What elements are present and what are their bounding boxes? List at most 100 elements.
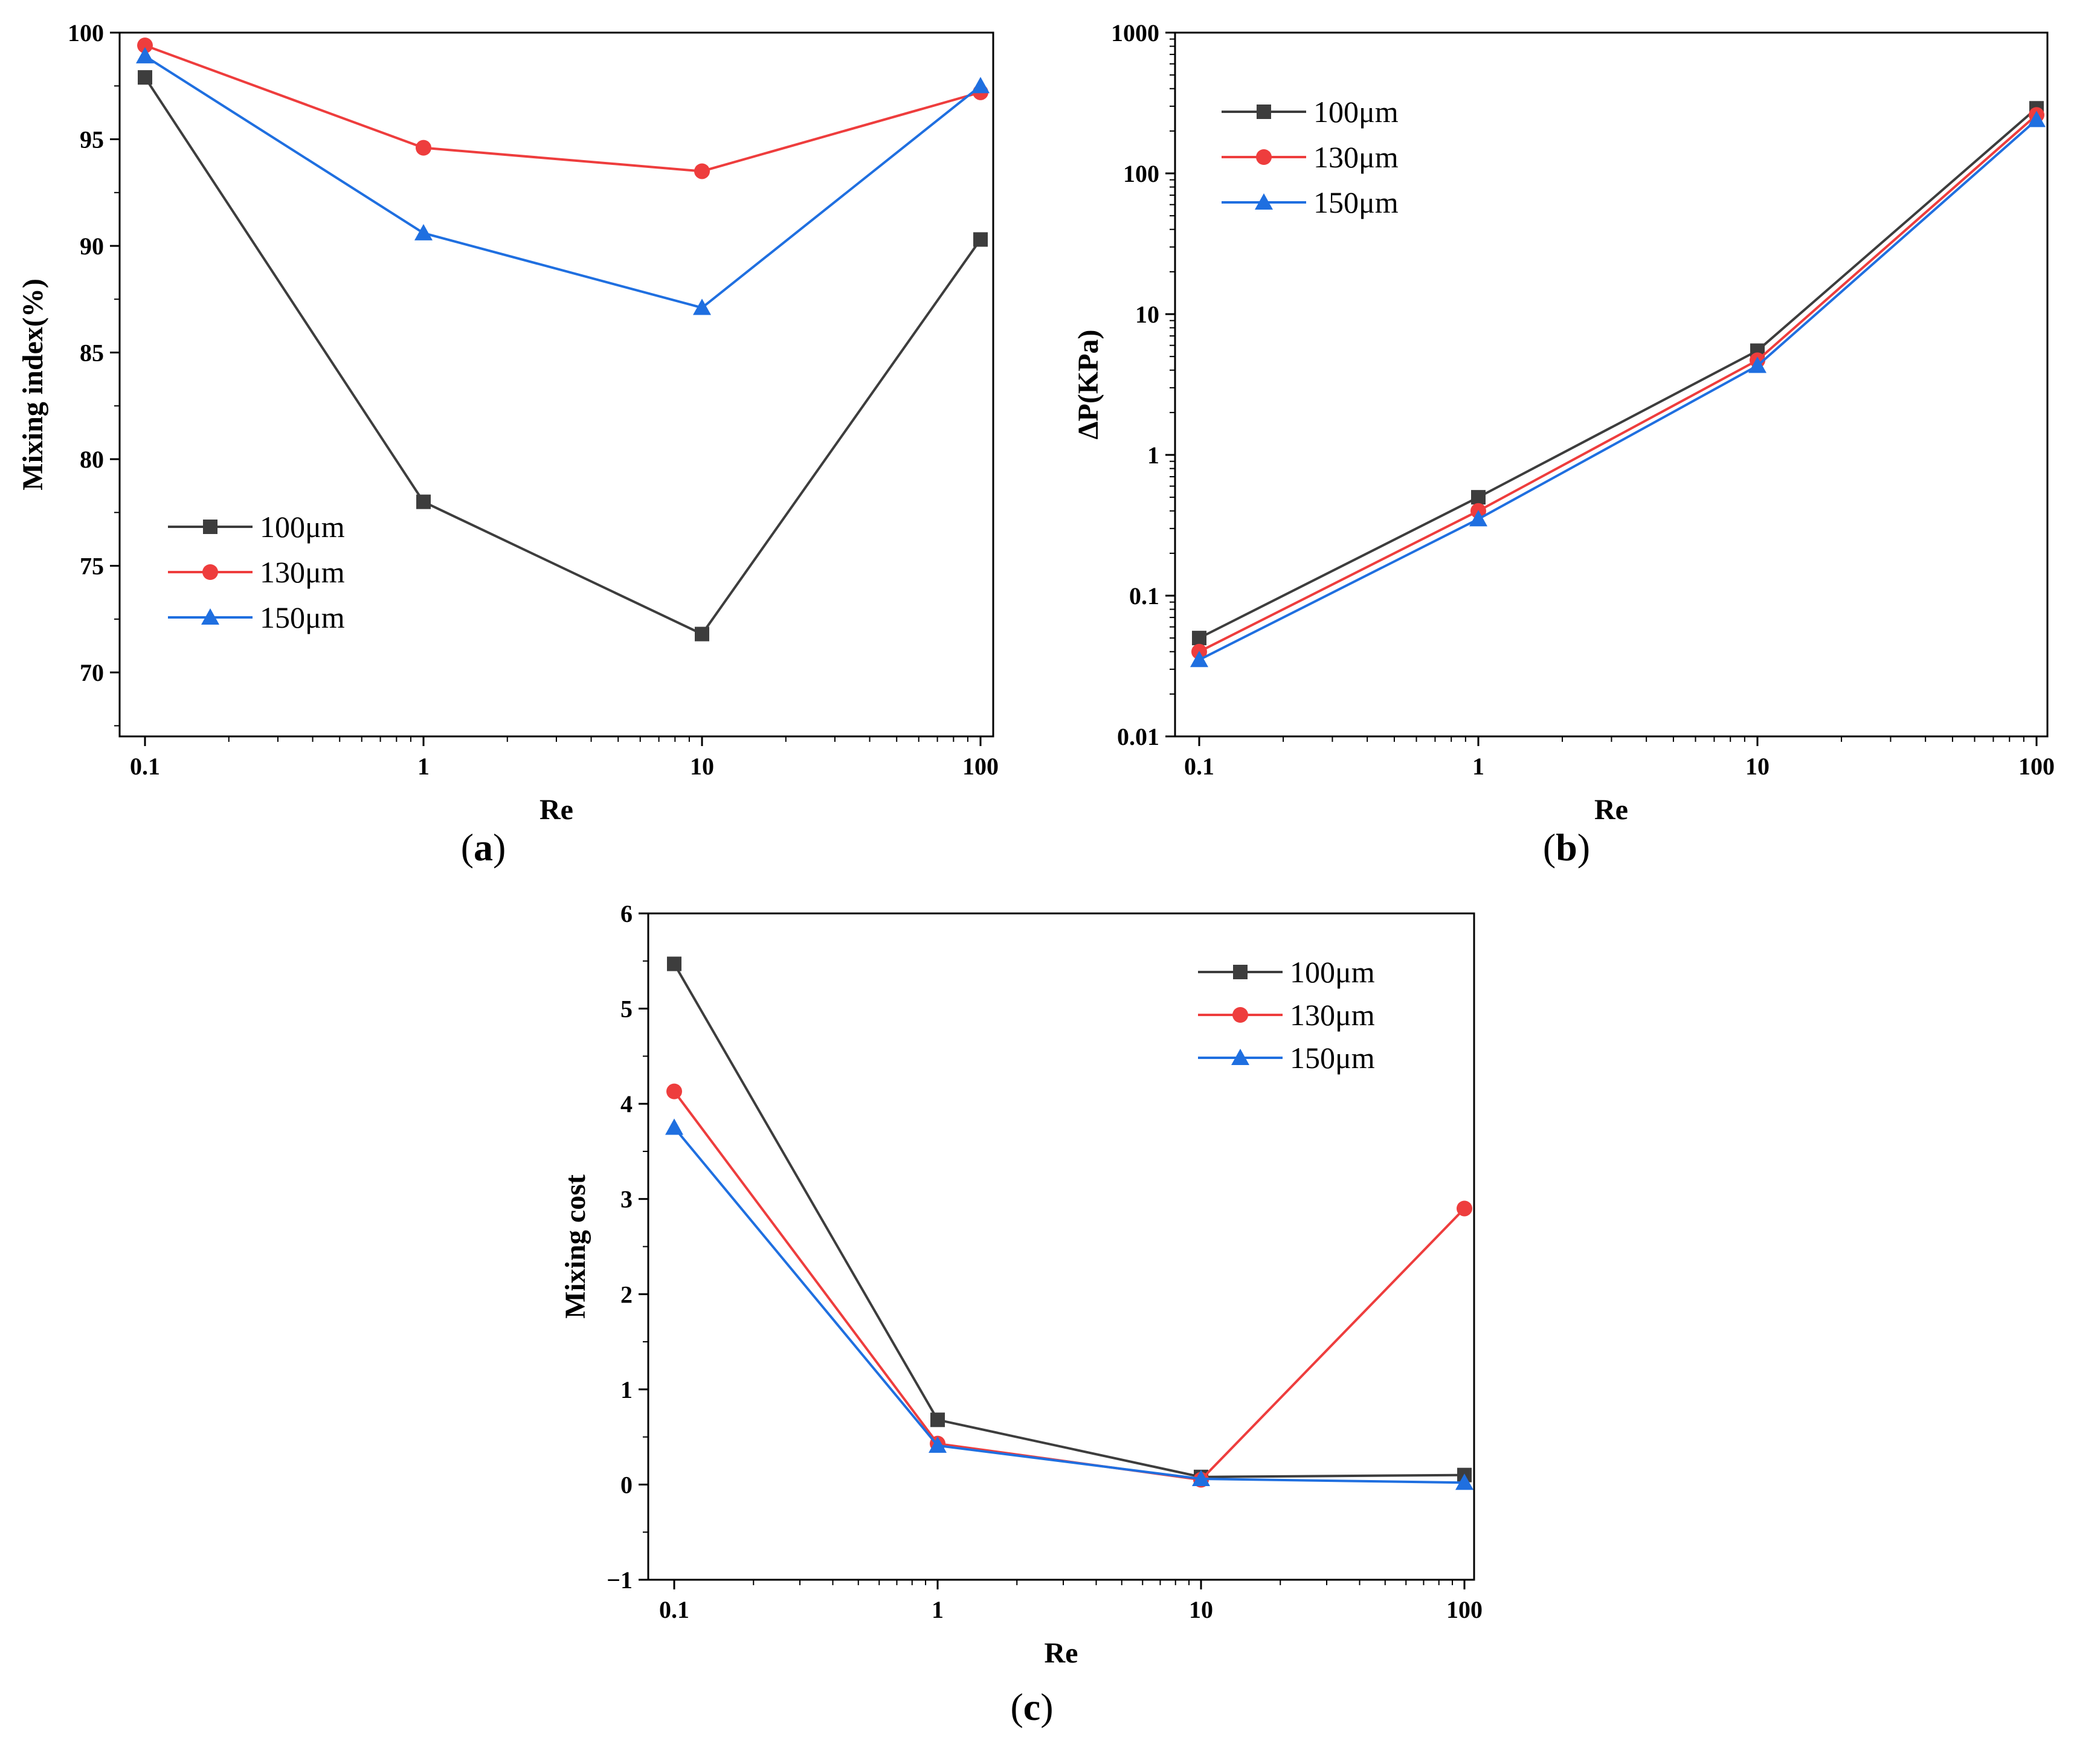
panel-label-close: ) (1040, 1685, 1053, 1728)
panel-label-close: ) (493, 826, 506, 869)
chart-a: 0.1 1 10 100 70 75 80 85 90 95 100 Re Mixing index(%… (17, 19, 999, 869)
data-point (665, 1118, 683, 1135)
x-axis-title: Re (1045, 1637, 1078, 1669)
legend-label: 100μm (1290, 955, 1375, 989)
x-tick-label: 10 (1189, 1596, 1213, 1623)
series-line (144, 44, 981, 173)
legend-item: 150μm (168, 600, 345, 634)
legend-marker (201, 608, 219, 625)
panel-label-letter: a (474, 826, 493, 869)
legend-marker (1256, 149, 1272, 165)
series-100um (1192, 101, 2044, 646)
y-tick-label: 0 (620, 1471, 633, 1498)
y-tick-label: 95 (80, 126, 104, 153)
series-line (1199, 107, 2038, 639)
panel-label-b: (b) (1543, 826, 1590, 869)
legend-item: 100μm (168, 510, 345, 544)
data-point (666, 1083, 682, 1099)
y-tick-label: 90 (80, 233, 104, 260)
data-point (693, 298, 711, 315)
series-line (1199, 114, 2038, 653)
data-point (1469, 510, 1487, 527)
data-point (929, 1436, 947, 1453)
plot-frame-a (118, 31, 994, 738)
legend-item: 130μm (1198, 998, 1375, 1032)
legend-a: 100μm 130μm 150μm (168, 510, 345, 634)
data-point (136, 47, 154, 63)
data-point (2027, 111, 2046, 127)
chart-b: 0.1 1 10 100 0.01 0.1 1 10 100 1000 Re ΔP(KPa) 100μm… (1072, 19, 2055, 869)
series-line (144, 77, 982, 636)
series-130um (137, 37, 988, 179)
legend-item: 100μm (1222, 95, 1399, 129)
panel-label-open: ( (1010, 1685, 1023, 1728)
y-tick-label: −1 (607, 1566, 633, 1594)
data-point (138, 70, 152, 85)
series-line (673, 963, 1465, 1478)
chart-c: 0.1 1 10 100 −1 0 1 2 3 4 5 6 Re Mixing cost 100μm 130μ… (559, 900, 1483, 1728)
y-axis-title: ΔP(KPa) (1072, 329, 1104, 439)
legend-label: 150μm (1313, 185, 1399, 219)
panel-label-open: ( (1543, 826, 1556, 869)
series-150um (1190, 111, 2046, 668)
x-tick-label: 1 (1472, 753, 1484, 780)
data-point (1748, 356, 1766, 373)
data-point (1190, 651, 1208, 668)
x-axis-title: Re (539, 794, 573, 826)
legend-item: 130μm (168, 555, 345, 589)
y-axis-title: Mixing cost (559, 1174, 591, 1319)
legend-c: 100μm 130μm 150μm (1198, 955, 1375, 1075)
x-tick-label: 1 (417, 753, 430, 780)
y-tick-label: 6 (620, 900, 633, 927)
y-axis-title: Mixing index(%) (17, 278, 49, 491)
y-tick-label: 5 (620, 996, 633, 1023)
series-150um (665, 1118, 1473, 1490)
series-150um (136, 47, 990, 315)
data-point (971, 77, 990, 94)
x-tick-label: 0.1 (659, 1596, 689, 1623)
data-point (137, 37, 153, 54)
data-point (667, 956, 681, 971)
data-point (1455, 1473, 1473, 1490)
series-line (1199, 118, 2038, 662)
panel-label-letter: b (1556, 826, 1577, 869)
data-point (1192, 631, 1206, 646)
legend-label: 130μm (1290, 998, 1375, 1032)
legend-label: 150μm (1290, 1041, 1375, 1075)
x-tick-label: 10 (690, 753, 714, 780)
data-point (416, 494, 431, 509)
legend-item: 130μm (1222, 140, 1399, 174)
y-tick-label: 1000 (1111, 19, 1159, 47)
x-tick-label: 100 (2018, 753, 2055, 780)
legend-label: 130μm (260, 555, 345, 589)
legend-marker (1232, 1007, 1248, 1023)
y-tick-label: 100 (68, 19, 104, 47)
plot-frame-b (1174, 31, 2049, 738)
y-tick-label: 10 (1135, 301, 1159, 328)
data-point (694, 163, 710, 179)
series-line (673, 1127, 1465, 1484)
legend-item: 150μm (1198, 1041, 1375, 1075)
panel-label-open: ( (461, 826, 474, 869)
legend-label: 100μm (1313, 95, 1399, 129)
legend-item: 150μm (1222, 185, 1399, 219)
panel-label-c: (c) (1010, 1685, 1053, 1728)
legend-marker (203, 520, 217, 534)
data-point (1457, 1200, 1472, 1217)
y-tick-label: 1 (620, 1376, 633, 1403)
x-tick-label: 100 (1446, 1596, 1483, 1623)
x-axis-title: Re (1594, 794, 1628, 826)
legend-label: 150μm (260, 600, 345, 634)
y-tick-label: 3 (620, 1186, 633, 1213)
data-point (1471, 490, 1486, 505)
data-point (416, 140, 431, 156)
y-tick-label: 80 (80, 446, 104, 473)
legend-marker (1231, 1049, 1249, 1065)
y-tick-label: 100 (1123, 160, 1159, 187)
x-tick-label: 0.1 (1184, 753, 1214, 780)
y-tick-label: 4 (620, 1090, 633, 1118)
legend-item: 100μm (1198, 955, 1375, 989)
y-tick-label: 2 (620, 1281, 633, 1308)
y-tick-label: 1 (1147, 442, 1159, 469)
